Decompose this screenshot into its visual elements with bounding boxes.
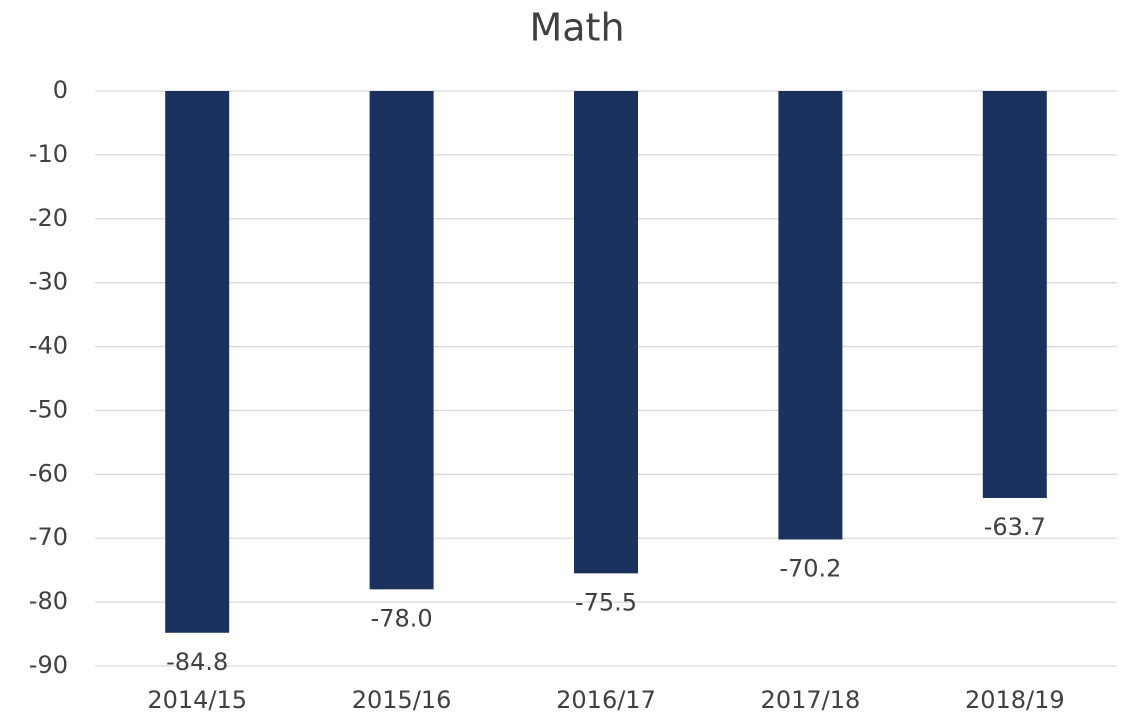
x-tick-label: 2017/18: [761, 686, 861, 714]
y-tick-label: -30: [29, 268, 68, 296]
data-label: -75.5: [575, 588, 637, 616]
y-tick-label: -40: [29, 332, 68, 360]
y-tick-label: -60: [29, 459, 68, 487]
data-label: -78.0: [371, 604, 433, 632]
bar: [982, 91, 1047, 498]
y-tick-label: -90: [29, 651, 68, 679]
y-tick-label: -10: [29, 140, 68, 168]
bar: [778, 91, 843, 540]
bar: [369, 91, 434, 590]
x-tick-label: 2016/17: [556, 686, 656, 714]
y-tick-label: -80: [29, 587, 68, 615]
y-tick-label: -20: [29, 204, 68, 232]
bar: [574, 91, 638, 574]
data-label: -70.2: [779, 555, 841, 583]
y-tick-label: -70: [29, 523, 68, 551]
x-tick-label: 2014/15: [147, 686, 247, 714]
data-label: -84.8: [166, 648, 228, 676]
x-tick-label: 2018/19: [965, 686, 1065, 714]
chart-title: Math: [529, 6, 624, 50]
data-label: -63.7: [984, 513, 1046, 541]
y-tick-label: -50: [29, 395, 68, 423]
x-tick-label: 2015/16: [352, 686, 452, 714]
y-tick-label: 0: [53, 76, 68, 104]
bar: [165, 91, 230, 633]
